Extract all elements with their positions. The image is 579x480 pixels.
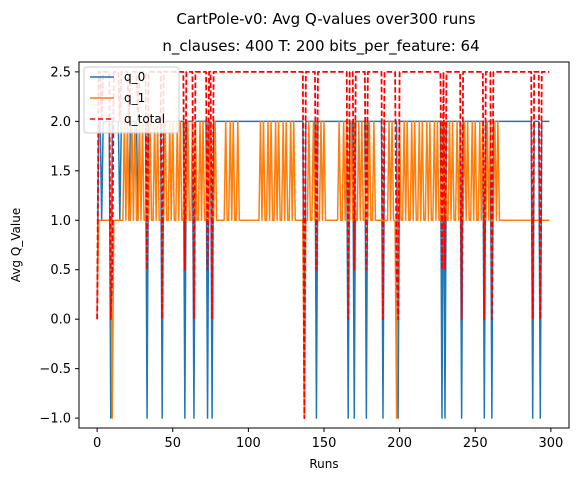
x-tick-label: 250 [463,436,488,451]
y-tick-label: −1.0 [39,412,71,427]
y-tick-label: 0.0 [50,313,71,328]
x-tick-label: 50 [164,436,181,451]
y-axis-label: Avg Q_Value [9,208,23,282]
x-tick-label: 300 [538,436,563,451]
x-tick-label: 100 [236,436,261,451]
y-tick-label: −0.5 [39,362,71,377]
chart-title: n_clauses: 400 T: 200 bits_per_feature: … [162,37,479,56]
legend-label-qtotal: q_total [124,112,165,126]
y-tick-label: 2.0 [50,115,71,130]
chart-suptitle: CartPole-v0: Avg Q-values over300 runs [176,10,475,28]
y-tick-label: 2.5 [50,65,71,80]
x-tick-label: 0 [93,436,101,451]
x-axis-label: Runs [309,457,338,471]
x-tick-label: 150 [312,436,337,451]
y-tick-label: 1.5 [50,164,71,179]
legend-label-q1: q_1 [124,91,145,105]
legend-label-q0: q_0 [124,70,145,84]
legend: q_0 q_1 q_total [84,67,179,133]
x-tick-label: 200 [387,436,412,451]
y-tick-label: 1.0 [50,214,71,229]
y-tick-label: 0.5 [50,263,71,278]
